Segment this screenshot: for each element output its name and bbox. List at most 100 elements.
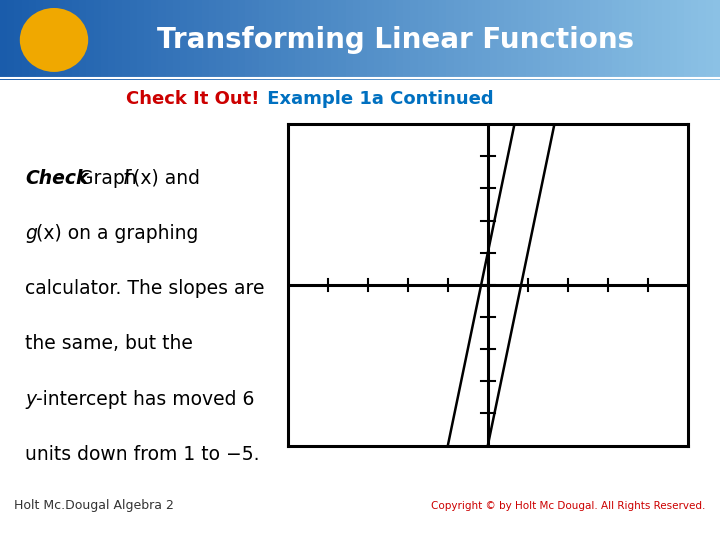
- Bar: [65, 0, 72, 80]
- Bar: [432, 0, 439, 80]
- Bar: [94, 0, 101, 80]
- Text: Example 1a Continued: Example 1a Continued: [261, 90, 494, 109]
- Bar: [259, 0, 266, 80]
- Bar: [497, 0, 504, 80]
- Bar: [526, 0, 533, 80]
- Text: calculator. The slopes are: calculator. The slopes are: [25, 279, 265, 298]
- Bar: [230, 0, 238, 80]
- Bar: [22, 0, 29, 80]
- Bar: [439, 0, 446, 80]
- Bar: [238, 0, 245, 80]
- Bar: [144, 0, 151, 80]
- Bar: [223, 0, 230, 80]
- Bar: [670, 0, 677, 80]
- Bar: [252, 0, 259, 80]
- Bar: [410, 0, 418, 80]
- Bar: [662, 0, 670, 80]
- Bar: [353, 0, 360, 80]
- Bar: [461, 0, 468, 80]
- Bar: [274, 0, 281, 80]
- Bar: [122, 0, 130, 80]
- Bar: [137, 0, 144, 80]
- Text: Check It Out!: Check It Out!: [126, 90, 259, 109]
- Text: f: f: [122, 168, 129, 188]
- Bar: [245, 0, 252, 80]
- Bar: [29, 0, 36, 80]
- Text: y: y: [25, 390, 37, 409]
- Bar: [482, 0, 490, 80]
- Bar: [698, 0, 706, 80]
- Bar: [101, 0, 108, 80]
- Bar: [216, 0, 223, 80]
- Bar: [158, 0, 166, 80]
- Bar: [295, 0, 302, 80]
- Bar: [72, 0, 79, 80]
- Bar: [50, 0, 58, 80]
- Text: Graph: Graph: [73, 168, 143, 188]
- Bar: [706, 0, 713, 80]
- Bar: [36, 0, 43, 80]
- Text: Check: Check: [25, 168, 89, 188]
- Bar: [151, 0, 158, 80]
- Bar: [576, 0, 583, 80]
- Bar: [382, 0, 389, 80]
- Bar: [518, 0, 526, 80]
- Bar: [173, 0, 180, 80]
- Bar: [562, 0, 569, 80]
- Bar: [511, 0, 518, 80]
- Ellipse shape: [19, 8, 89, 72]
- Bar: [547, 0, 554, 80]
- Bar: [569, 0, 576, 80]
- Bar: [533, 0, 540, 80]
- Bar: [598, 0, 605, 80]
- Bar: [331, 0, 338, 80]
- Bar: [374, 0, 382, 80]
- Text: g: g: [25, 224, 37, 243]
- Bar: [115, 0, 122, 80]
- Bar: [583, 0, 590, 80]
- Bar: [677, 0, 684, 80]
- Bar: [0, 0, 7, 80]
- Bar: [180, 0, 187, 80]
- Bar: [166, 0, 173, 80]
- Bar: [504, 0, 511, 80]
- Bar: [310, 0, 317, 80]
- Bar: [302, 0, 310, 80]
- Bar: [684, 0, 691, 80]
- Bar: [713, 0, 720, 80]
- Text: units down from 1 to −5.: units down from 1 to −5.: [25, 445, 260, 464]
- Bar: [79, 0, 86, 80]
- Text: Copyright © by Holt Mc Dougal. All Rights Reserved.: Copyright © by Holt Mc Dougal. All Right…: [431, 501, 706, 511]
- Bar: [634, 0, 641, 80]
- Bar: [648, 0, 655, 80]
- Bar: [194, 0, 202, 80]
- Bar: [403, 0, 410, 80]
- Text: Transforming Linear Functions: Transforming Linear Functions: [158, 26, 634, 54]
- Bar: [418, 0, 425, 80]
- Bar: [43, 0, 50, 80]
- Text: Holt Mc.Dougal Algebra 2: Holt Mc.Dougal Algebra 2: [14, 500, 174, 512]
- Bar: [454, 0, 461, 80]
- Bar: [360, 0, 367, 80]
- Bar: [324, 0, 331, 80]
- Bar: [641, 0, 648, 80]
- Bar: [130, 0, 137, 80]
- Bar: [446, 0, 454, 80]
- Text: (x) on a graphing: (x) on a graphing: [36, 224, 198, 243]
- Bar: [619, 0, 626, 80]
- Bar: [202, 0, 209, 80]
- Bar: [266, 0, 274, 80]
- Bar: [58, 0, 65, 80]
- Bar: [626, 0, 634, 80]
- Bar: [590, 0, 598, 80]
- Bar: [425, 0, 432, 80]
- Text: the same, but the: the same, but the: [25, 334, 193, 353]
- Bar: [317, 0, 324, 80]
- Bar: [389, 0, 396, 80]
- Bar: [554, 0, 562, 80]
- Bar: [14, 0, 22, 80]
- Bar: [612, 0, 619, 80]
- Bar: [338, 0, 346, 80]
- Text: (x) and: (x) and: [133, 168, 200, 188]
- Bar: [490, 0, 497, 80]
